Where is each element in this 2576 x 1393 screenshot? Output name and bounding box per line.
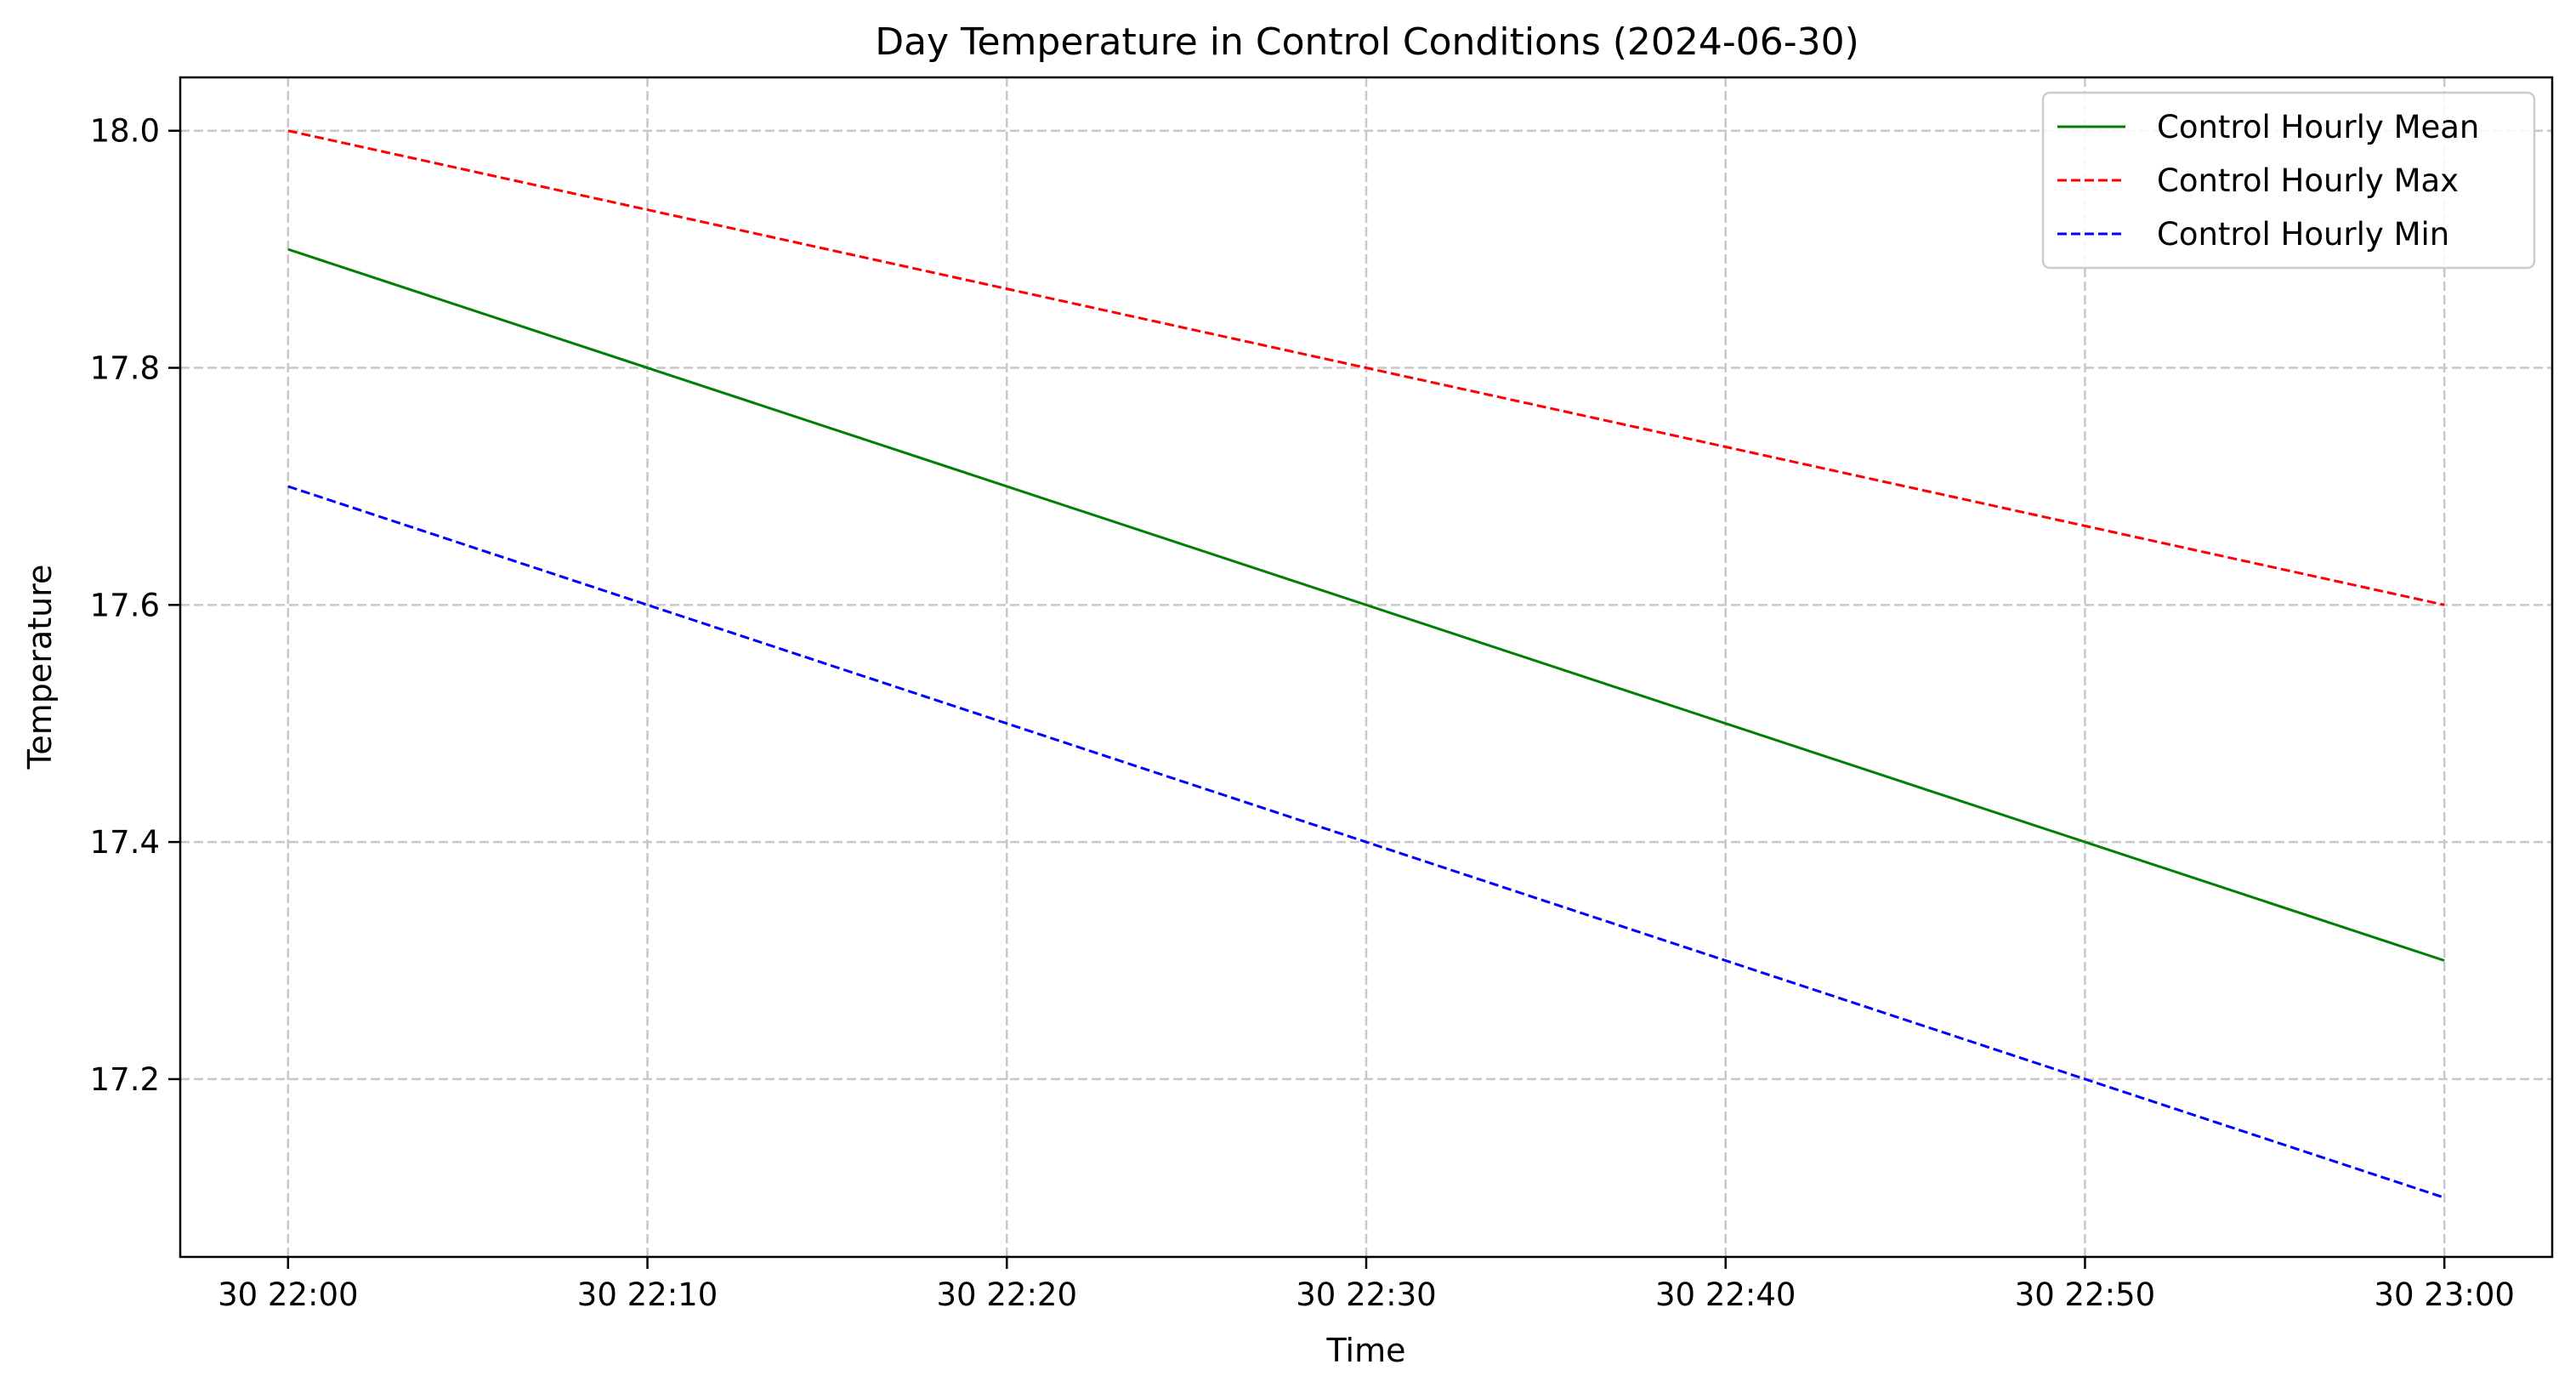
y-tick-label: 18.0 [90,113,160,150]
x-axis-label: Time [1326,1332,1406,1369]
series-lines [287,129,2445,1199]
axis-ticks: 30 22:00 30 22:10 30 22:20 30 22:30 30 22:40… [90,113,2515,1313]
x-tick-label: 30 22:20 [937,1276,1077,1313]
series-line-3 [287,485,2445,1199]
legend: Control Hourly Mean Control Hourly Max Con… [2041,91,2536,270]
chart-title: Day Temperature in Control Conditions (2… [875,20,1859,64]
x-tick-label: 30 22:00 [218,1276,358,1313]
series-line-2 [287,129,2445,606]
x-tick-label: 30 23:00 [2374,1276,2514,1313]
legend-box [2041,91,2536,270]
legend-label-2: Control Hourly Max [2157,162,2459,199]
y-tick-label: 17.8 [90,350,160,387]
legend-label-1: Control Hourly Mean [2157,109,2479,145]
y-tick-label: 17.2 [90,1061,160,1098]
x-tick-label: 30 22:30 [1296,1276,1436,1313]
series-line-1 [287,247,2445,962]
y-tick-label: 17.4 [90,824,160,861]
x-tick-label: 30 22:10 [577,1276,718,1313]
y-axis-label: Temperature [21,565,59,770]
x-tick-label: 30 22:50 [2015,1276,2155,1313]
legend-label-3: Control Hourly Min [2157,216,2449,253]
x-tick-label: 30 22:40 [1655,1276,1796,1313]
y-tick-label: 17.6 [90,587,160,623]
